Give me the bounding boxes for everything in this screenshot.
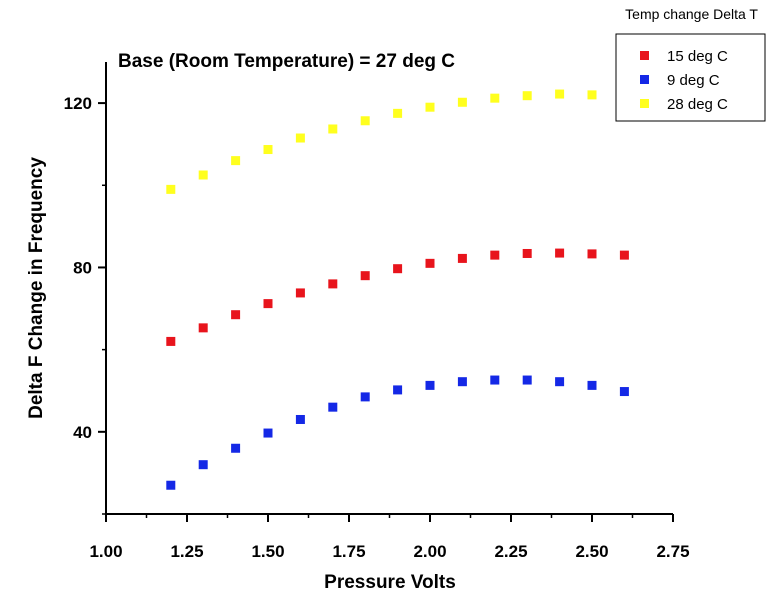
data-points [166,89,629,490]
data-point [587,249,597,259]
y-tick-label: 80 [73,258,92,277]
data-point [587,90,597,100]
data-point [328,279,338,289]
data-point [295,288,305,298]
data-point [166,336,176,346]
x-tick-label: 1.50 [251,542,284,561]
y-axis-title: Delta F Change in Frequency [26,157,47,419]
data-point [619,250,629,260]
data-point [425,380,435,390]
x-tick-label: 2.50 [575,542,608,561]
data-point [198,460,208,470]
data-point [490,375,500,385]
data-point [393,385,403,395]
x-tick-label: 2.00 [413,542,446,561]
legend-label: 28 deg C [667,96,728,113]
data-point [555,377,565,387]
data-point [457,253,467,263]
x-ticks: 1.00 1.25 1.50 1.75 2.00 2.25 2.50 2.75 [89,514,690,561]
data-point [522,91,532,101]
x-axis-title: Pressure Volts [324,572,456,593]
legend-marker [640,51,649,60]
series-2 [166,89,629,194]
legend-label: 15 deg C [667,48,728,65]
legend-marker [640,75,649,84]
x-tick-label: 2.25 [494,542,527,561]
data-point [555,89,565,99]
data-point [360,116,370,126]
data-point [295,414,305,424]
data-point [393,264,403,274]
data-point [360,271,370,281]
chart-title: Base (Room Temperature) = 27 deg C [118,51,455,72]
data-point [198,170,208,180]
x-tick-label: 1.75 [332,542,365,561]
data-point [555,248,565,258]
data-point [522,375,532,385]
x-tick-label: 2.75 [656,542,689,561]
data-point [328,124,338,134]
data-point [263,428,273,438]
y-tick-label: 120 [64,94,92,113]
legend: 15 deg C 9 deg C 28 deg C [615,33,766,122]
data-point [619,387,629,397]
x-tick-label: 1.00 [89,542,122,561]
data-point [490,250,500,260]
data-point [166,480,176,490]
data-point [587,380,597,390]
data-point [457,377,467,387]
data-point [231,310,241,320]
data-point [295,133,305,143]
y-ticks: 40 80 120 [64,94,106,515]
data-point [457,97,467,107]
data-point [231,156,241,166]
data-point [425,258,435,268]
data-point [198,323,208,333]
series-0 [166,248,629,346]
data-point [263,145,273,155]
data-point [393,108,403,118]
data-point [360,392,370,402]
legend-title: Temp change Delta T [625,6,758,22]
y-tick-label: 40 [73,423,92,442]
axes [105,62,673,515]
series-1 [166,375,629,490]
data-point [231,443,241,453]
data-point [263,299,273,309]
data-point [490,93,500,103]
data-point [166,184,176,194]
legend-label: 9 deg C [667,72,720,89]
data-point [425,102,435,112]
legend-marker [640,99,649,108]
data-point [328,402,338,412]
x-tick-label: 1.25 [170,542,203,561]
data-point [522,248,532,258]
